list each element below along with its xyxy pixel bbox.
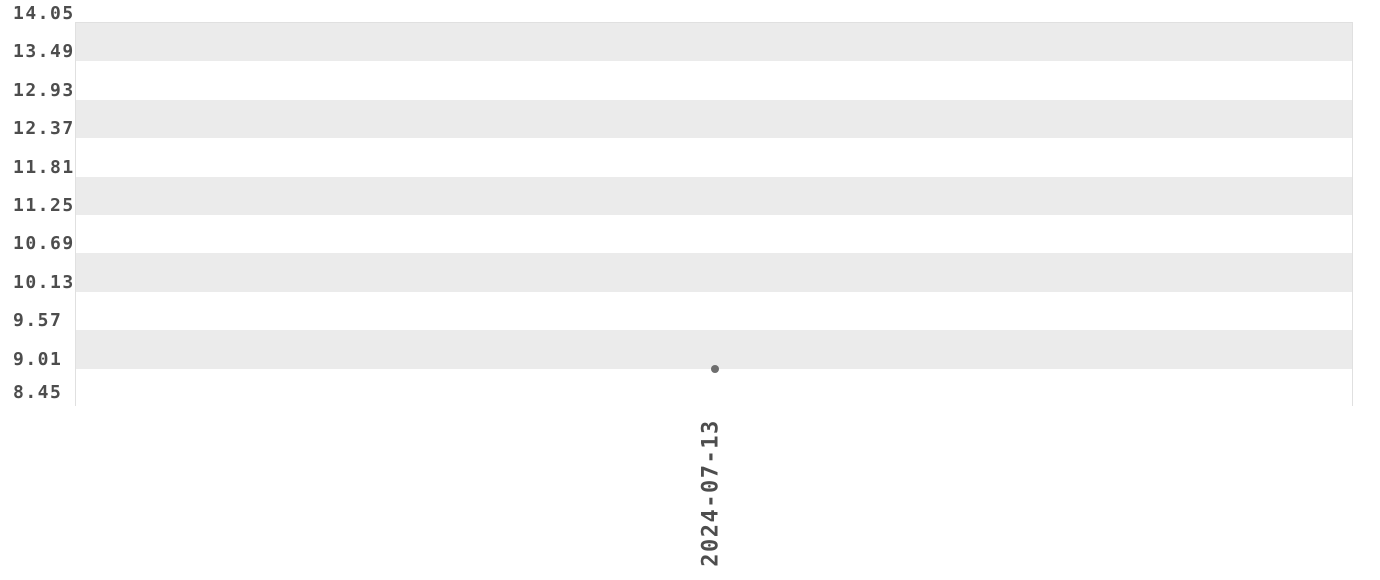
band-row [76, 99, 1352, 139]
y-tick-label: 12.93 [13, 79, 75, 101]
y-tick-label: 10.13 [13, 271, 75, 293]
band-row [76, 330, 1352, 369]
y-tick-label: 14.05 [13, 3, 75, 24]
plot-area [75, 22, 1353, 407]
y-tick-label: 10.69 [13, 233, 75, 255]
y-tick-label: 11.81 [13, 156, 75, 178]
band-row [76, 368, 1352, 407]
band-row [76, 138, 1352, 177]
y-tick-label: 9.01 [13, 348, 63, 370]
x-tick-label: 2024-07-13 [698, 419, 724, 567]
y-tick-label: 13.49 [13, 41, 75, 63]
y-tick-label: 11.25 [13, 195, 75, 216]
data-point[interactable] [711, 364, 719, 373]
band-row [76, 176, 1352, 215]
band-row [76, 253, 1352, 292]
y-tick-label: 8.45 [13, 382, 63, 403]
y-tick-label: 9.57 [13, 310, 63, 332]
band-row [76, 215, 1352, 254]
band-row [76, 291, 1352, 331]
y-tick-label: 12.37 [13, 118, 75, 140]
band-row [76, 23, 1352, 62]
band-row [76, 61, 1352, 100]
